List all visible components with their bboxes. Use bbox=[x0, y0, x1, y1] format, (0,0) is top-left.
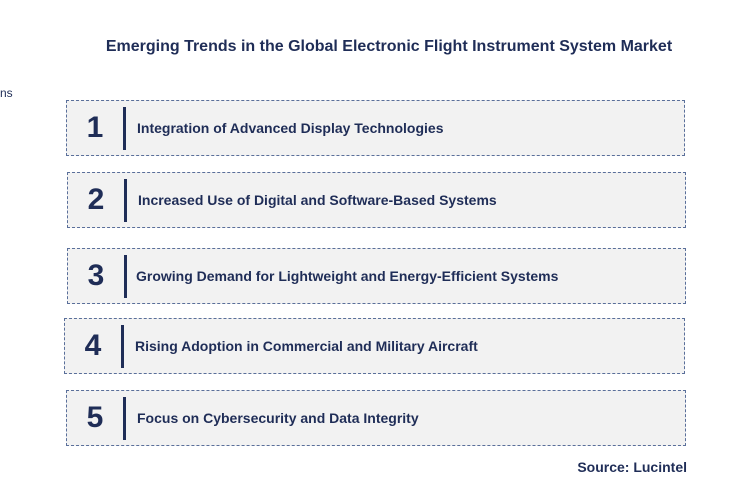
trend-number: 4 bbox=[84, 329, 102, 362]
trend-label: Rising Adoption in Commercial and Milita… bbox=[135, 338, 478, 354]
trend-item-1: 1 Integration of Advanced Display Techno… bbox=[66, 100, 685, 156]
trend-label: Focus on Cybersecurity and Data Integrit… bbox=[137, 410, 419, 426]
trend-number: 1 bbox=[86, 111, 104, 144]
trend-divider bbox=[123, 107, 126, 150]
trend-divider bbox=[123, 397, 126, 440]
trend-item-5: 5 Focus on Cybersecurity and Data Integr… bbox=[66, 390, 686, 446]
trend-item-4: 4 Rising Adoption in Commercial and Mili… bbox=[64, 318, 685, 374]
trend-item-3: 3 Growing Demand for Lightweight and Ene… bbox=[67, 248, 686, 304]
page-title: Emerging Trends in the Global Electronic… bbox=[105, 38, 673, 55]
trend-number: 2 bbox=[87, 183, 105, 216]
trend-label: Integration of Advanced Display Technolo… bbox=[137, 120, 444, 136]
trend-divider bbox=[124, 179, 127, 222]
trend-number: 3 bbox=[87, 259, 105, 292]
trend-label: Growing Demand for Lightweight and Energ… bbox=[136, 268, 559, 284]
trend-number: 5 bbox=[86, 401, 104, 434]
trend-divider bbox=[124, 255, 127, 298]
trend-item-2: 2 Increased Use of Digital and Software-… bbox=[67, 172, 686, 228]
trend-label: Increased Use of Digital and Software-Ba… bbox=[138, 192, 497, 208]
trend-divider bbox=[121, 325, 124, 368]
clipped-text: ns bbox=[0, 86, 13, 100]
source-note: Source: Lucintel bbox=[577, 459, 687, 475]
